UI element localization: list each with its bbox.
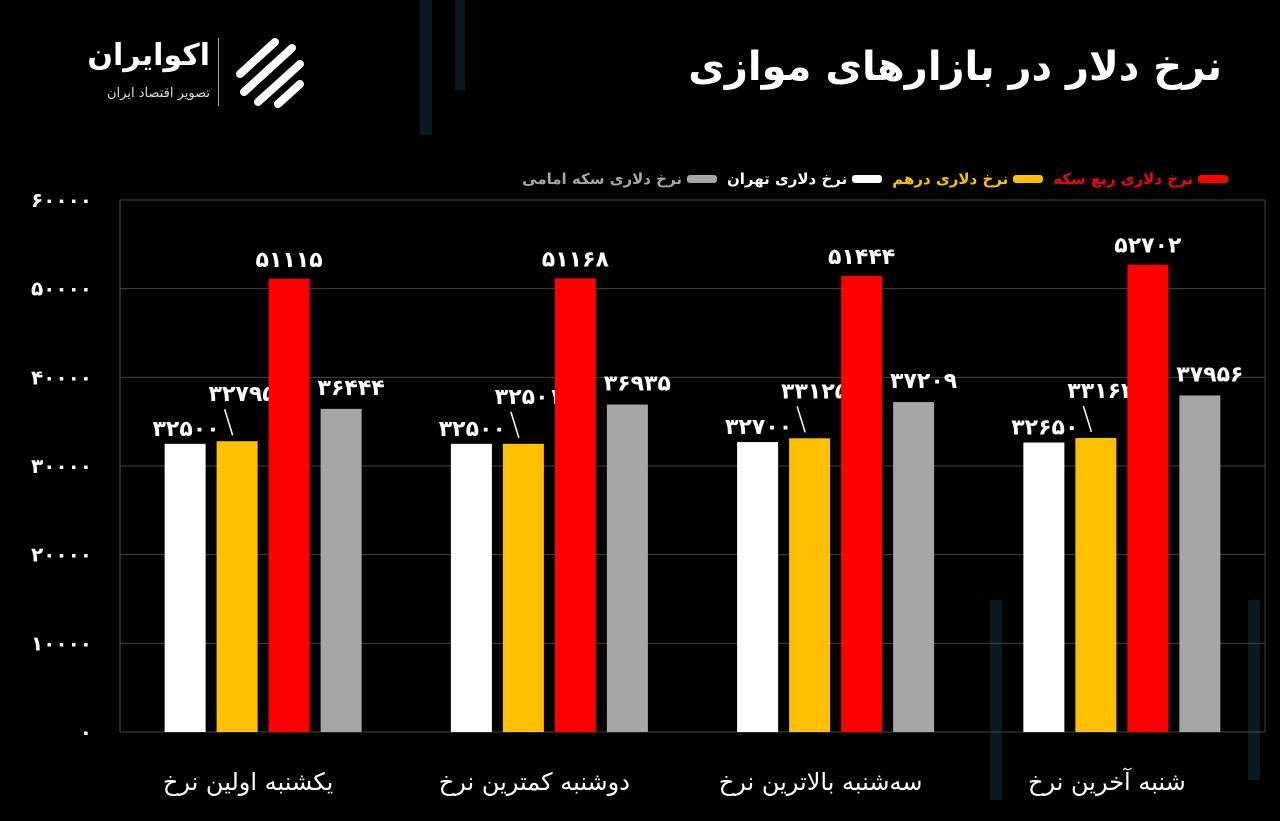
data-label: ۳۶۴۴۴ [318,376,385,401]
data-label: ۳۷۲۰۹ [890,369,957,394]
legend-swatch [1198,175,1228,183]
y-tick-label: ۱۰۰۰۰ [31,631,92,655]
legend-label: نرخ دلاری سکه امامی [522,170,682,188]
legend-swatch [686,175,717,183]
data-label: ۳۲۷۰۰ [725,415,792,440]
background-decoration [1248,600,1260,780]
bar [268,278,310,732]
legend-item: نرخ دلاری درهم [892,170,1044,188]
legend-item: نرخ دلاری سکه امامی [522,170,717,188]
bar [893,402,935,732]
bar [1075,437,1117,732]
y-tick-label: ۲۰۰۰۰ [31,543,92,567]
legend-swatch [852,175,883,183]
data-label: ۳۲۵۰۰ [439,417,506,442]
legend: نرخ دلاری ربع سکه نرخ دلاری درهم نرخ دلاری… [522,170,1228,188]
y-tick-label: ۳۰۰۰۰ [31,454,92,478]
bar [606,404,648,732]
chart-title: نرخ دلار در بازارهای موازی [688,44,1222,90]
legend-label: نرخ دلاری تهران [726,170,848,188]
y-tick-label: ۴۰۰۰۰ [31,365,92,389]
data-label: ۳۳۱۶۲ [1067,379,1135,404]
y-tick-label: ۵۰۰۰۰ [31,277,92,301]
background-decoration [420,0,432,135]
legend-label: نرخ دلاری درهم [892,170,1009,188]
data-label: ۳۲۶۵۰ [1011,416,1078,441]
bar [216,441,258,732]
bar [737,442,779,732]
bar [320,408,362,732]
leader-line [1082,405,1093,433]
bar [841,275,883,732]
bar [502,443,544,732]
bar [789,438,831,732]
data-label: ۳۶۹۳۵ [604,372,671,397]
y-tick-label: ۰ [80,720,92,744]
bar [1023,442,1065,732]
logo-mark-icon [236,38,304,108]
legend-label: نرخ دلاری ربع سکه [1053,170,1193,188]
bar [450,443,492,732]
x-tick-label: سه‌شنبه بالاترین نرخ [719,768,923,796]
data-label: ۳۳۱۲۵ [781,379,848,404]
legend-swatch [1013,175,1044,183]
background-decoration [455,0,465,90]
bar [164,443,206,732]
data-label: ۳۲۵۰۰ [152,417,219,442]
x-tick-label: دوشنبه کمترین نرخ [439,768,630,796]
x-tick-label: یکشنبه اولین نرخ [163,768,333,796]
leader-line [510,411,520,439]
leader-line [796,406,806,433]
bar [554,278,596,732]
data-label: ۵۱۱۶۸ [542,247,610,272]
data-label: ۳۲۷۹۵ [209,382,276,407]
bar [1179,395,1221,732]
legend-item: نرخ دلاری تهران [726,170,883,188]
logo: اکوایران تصویر اقتصاد ایران [50,34,310,114]
logo-divider [218,38,219,106]
logo-name: اکوایران [87,38,210,73]
logo-tagline: تصویر اقتصاد ایران [107,86,210,101]
data-label: ۵۱۱۱۵ [256,248,323,273]
x-tick-label: شنبه آخرین نرخ [1028,767,1186,796]
data-label: ۵۲۷۰۲ [1114,234,1182,259]
leader-line [223,408,234,436]
bar [1127,264,1169,732]
y-tick-label: ۶۰۰۰۰ [31,188,92,212]
data-label: ۳۷۹۵۶ [1176,362,1243,387]
data-label: ۳۲۵۰۱ [495,385,562,410]
data-label: ۵۱۴۴۴ [828,245,895,270]
legend-item: نرخ دلاری ربع سکه [1053,170,1228,188]
background-decoration [990,600,1002,800]
